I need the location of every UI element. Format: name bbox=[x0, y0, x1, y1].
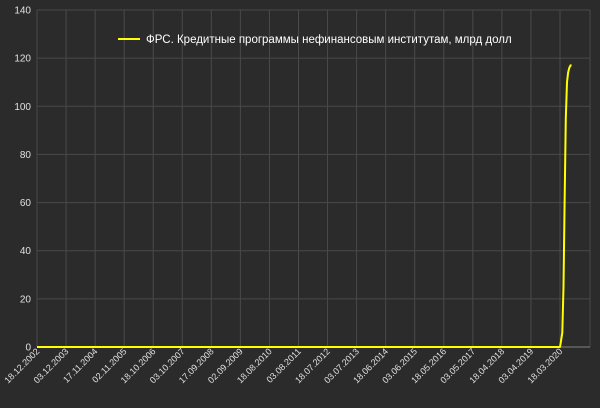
y-tick-label: 20 bbox=[20, 294, 32, 305]
y-tick-label: 100 bbox=[14, 102, 31, 113]
y-tick-label: 0 bbox=[25, 343, 31, 354]
y-tick-label: 120 bbox=[14, 54, 31, 65]
grid-lines bbox=[36, 9, 591, 348]
legend-label: ФРС. Кредитные программы нефинансовым ин… bbox=[146, 34, 512, 46]
series-line bbox=[37, 64, 572, 348]
series-lines bbox=[37, 64, 572, 348]
y-tick-label: 40 bbox=[20, 246, 32, 257]
y-tick-label: 140 bbox=[14, 6, 31, 17]
y-axis-tick-labels: 0 20 40 60 80 100 120 140 bbox=[14, 6, 31, 354]
y-tick-label: 60 bbox=[20, 198, 32, 209]
y-tick-label: 80 bbox=[20, 150, 32, 161]
legend: ФРС. Кредитные программы нефинансовым ин… bbox=[118, 34, 512, 46]
